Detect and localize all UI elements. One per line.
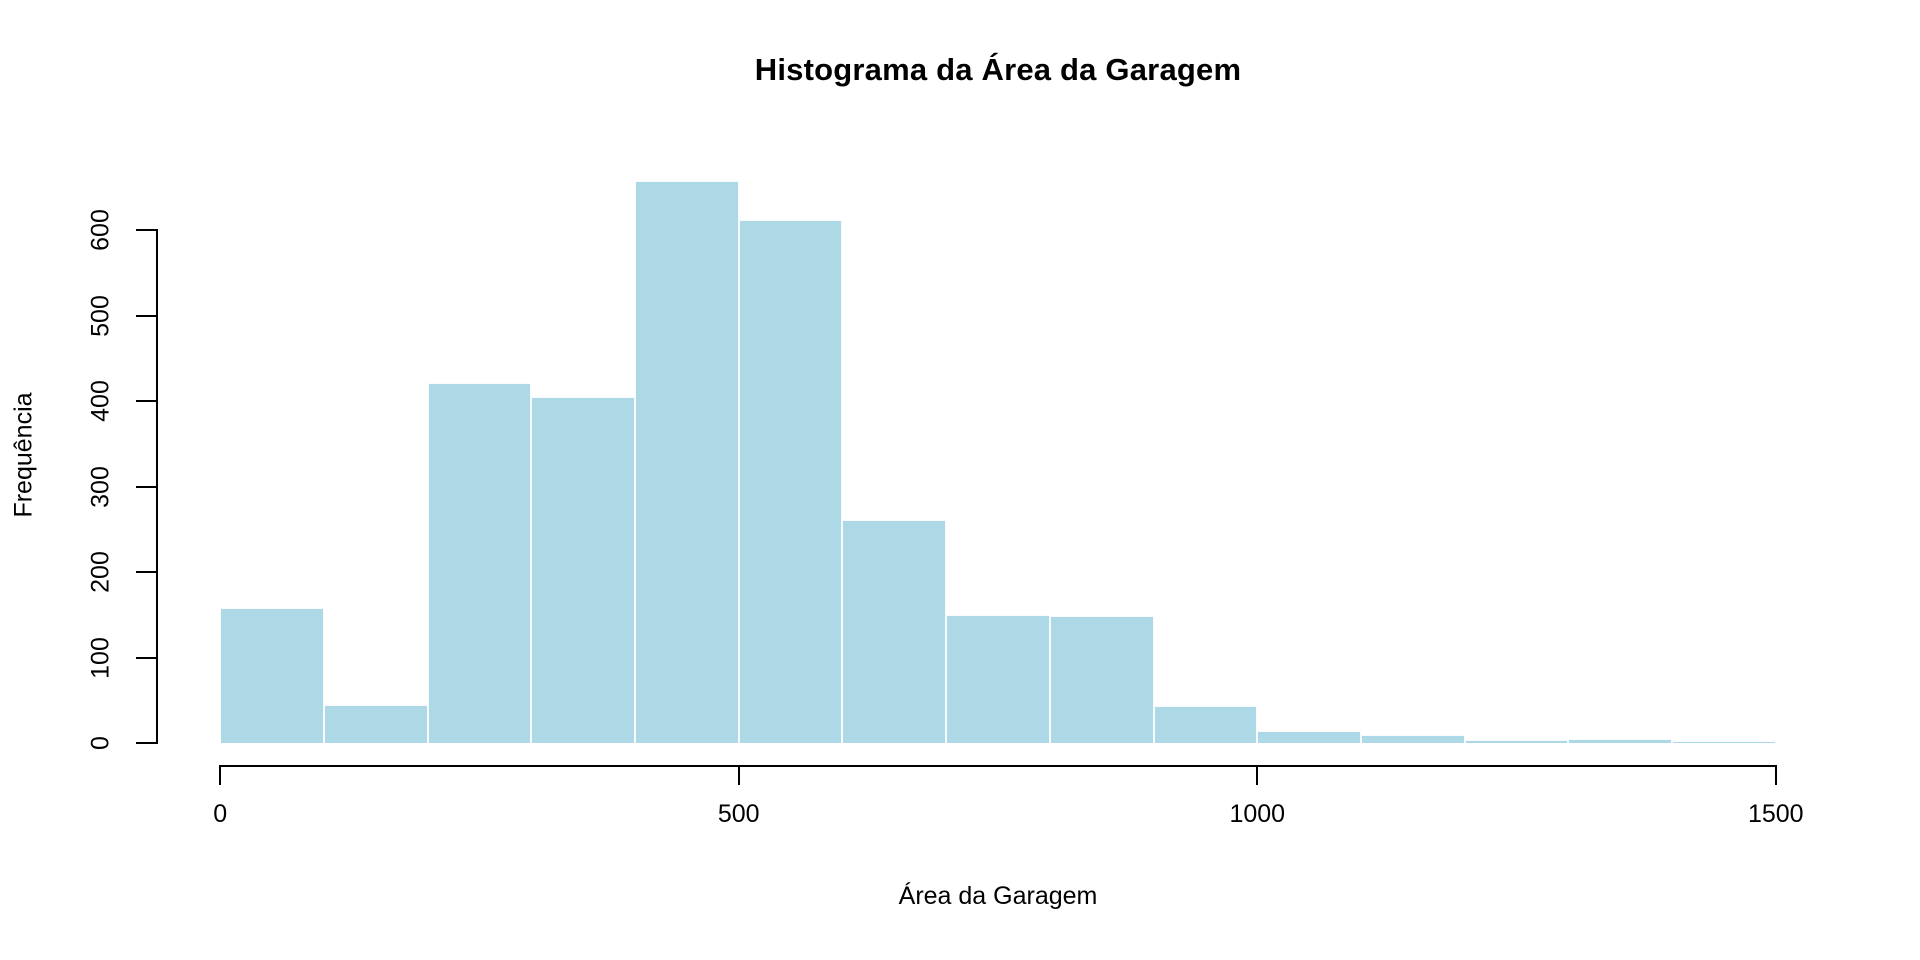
histogram-bar	[427, 383, 532, 743]
histogram-bar	[531, 396, 636, 743]
x-tick-label: 1500	[1747, 800, 1804, 828]
histogram-bar	[220, 607, 324, 743]
y-tick	[136, 656, 156, 659]
histogram-bar	[738, 219, 843, 743]
histogram-bar	[1672, 741, 1776, 743]
histogram-bar	[1153, 706, 1258, 743]
y-tick-label: 600	[86, 209, 115, 251]
y-tick-label: 0	[86, 736, 115, 750]
y-tick	[136, 400, 156, 402]
x-tick-label: 0	[213, 800, 228, 828]
y-tick-label: 500	[86, 294, 115, 337]
y-axis-line	[156, 229, 158, 744]
plot-area	[158, 148, 1838, 743]
x-tick-label: 1000	[1229, 800, 1286, 828]
x-tick	[1774, 765, 1777, 785]
y-tick-label: 200	[86, 551, 115, 593]
y-tick	[136, 742, 156, 744]
x-tick	[219, 765, 222, 785]
y-tick	[136, 571, 156, 573]
histogram-bar	[1360, 735, 1465, 743]
y-tick-label: 400	[86, 380, 115, 422]
x-axis-line	[219, 765, 1777, 767]
y-tick-label: 300	[86, 465, 115, 508]
chart-title: Histograma da Área da Garagem	[754, 52, 1242, 87]
y-tick-label: 100	[86, 636, 115, 679]
histogram-bar	[1568, 738, 1673, 743]
histogram-bar	[635, 181, 739, 743]
y-tick	[136, 314, 156, 317]
histogram-bar	[1049, 615, 1154, 743]
histogram-bar	[946, 614, 1050, 743]
x-tick	[1256, 765, 1259, 785]
y-tick	[136, 229, 156, 231]
y-tick	[136, 485, 156, 488]
x-tick-label: 500	[717, 800, 760, 828]
histogram-bar	[1257, 731, 1361, 743]
histogram-bar	[323, 705, 428, 743]
histogram-bar	[842, 519, 947, 743]
histogram-bar	[1464, 740, 1569, 743]
x-axis-title: Área da Garagem	[898, 882, 1098, 910]
y-axis-title: Frequência	[9, 392, 38, 518]
x-tick	[737, 765, 740, 785]
